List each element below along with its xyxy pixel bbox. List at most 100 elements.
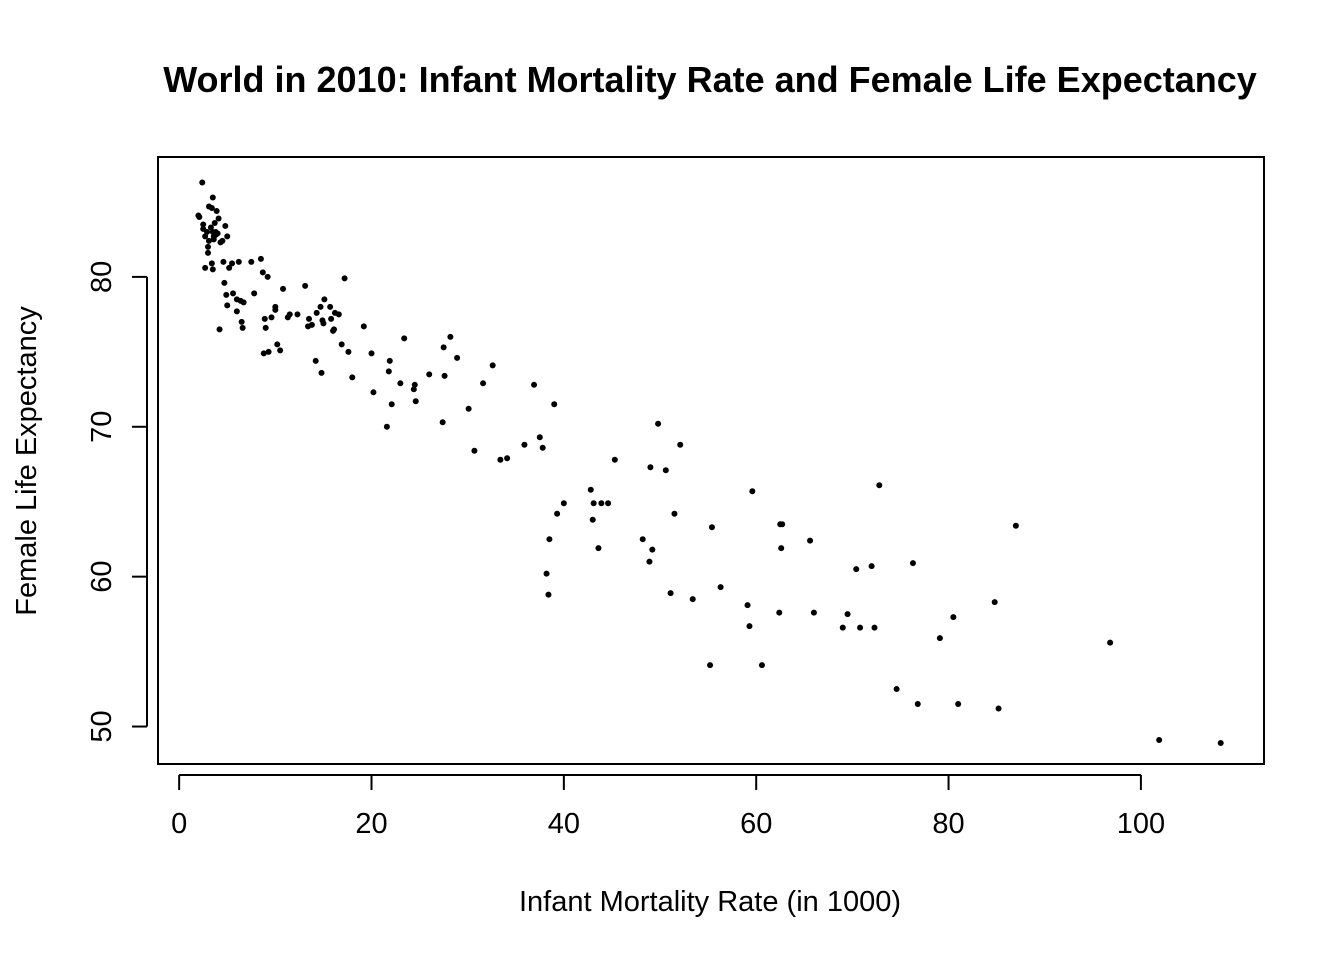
data-point [857, 624, 864, 631]
data-point [335, 311, 342, 318]
data-point [441, 372, 448, 379]
data-point [758, 662, 765, 669]
data-point [229, 260, 236, 267]
data-point [233, 308, 240, 315]
x-tick-label: 0 [171, 808, 187, 840]
data-point [936, 635, 943, 642]
data-point [208, 204, 215, 211]
data-point [360, 323, 367, 330]
y-tick-label: 80 [86, 261, 118, 293]
data-point [338, 341, 345, 348]
data-point [199, 179, 206, 186]
data-point [839, 624, 846, 631]
data-point [440, 344, 447, 351]
data-point [235, 258, 242, 265]
data-point [746, 623, 753, 630]
data-point [531, 381, 538, 388]
data-point [302, 282, 309, 289]
y-axis-label: Female Life Expectancy [11, 306, 43, 616]
data-point [205, 249, 212, 256]
data-point [465, 405, 472, 412]
data-point [995, 705, 1002, 712]
data-point [196, 213, 203, 220]
data-point [286, 311, 293, 318]
data-point [689, 596, 696, 603]
data-point [368, 350, 375, 357]
data-point [504, 455, 511, 462]
data-point [327, 303, 334, 310]
data-point [320, 320, 327, 327]
data-point [810, 609, 817, 616]
data-point [853, 566, 860, 573]
data-point [224, 302, 231, 309]
data-point [331, 326, 337, 333]
data-point [598, 500, 605, 507]
data-point [272, 306, 279, 313]
data-point [318, 369, 325, 376]
data-point [321, 296, 328, 303]
x-tick-label: 20 [355, 808, 387, 840]
data-point [914, 701, 921, 708]
data-point [215, 215, 222, 222]
data-point [536, 434, 543, 441]
data-point [551, 401, 558, 408]
data-point [411, 381, 418, 388]
data-point [205, 237, 212, 244]
data-point [222, 222, 229, 229]
data-point [214, 230, 221, 237]
data-point [397, 380, 404, 387]
data-point [219, 237, 226, 244]
x-tick-label: 80 [932, 808, 964, 840]
data-point [587, 486, 594, 493]
data-point [305, 315, 312, 322]
x-tick-label: 100 [1117, 808, 1165, 840]
data-point [259, 269, 266, 276]
data-point [471, 447, 478, 454]
y-tick-label: 60 [86, 561, 118, 593]
data-point [546, 536, 553, 543]
data-point [545, 591, 552, 598]
data-point [667, 590, 674, 597]
data-point [807, 537, 814, 544]
data-point [662, 467, 669, 474]
data-point [595, 545, 602, 552]
data-point [230, 290, 237, 297]
data-point [1012, 522, 1019, 529]
data-point [590, 500, 597, 507]
data-point [207, 224, 214, 231]
data-point [611, 456, 618, 463]
data-point [221, 279, 228, 286]
data-point [589, 516, 596, 523]
data-point [294, 311, 301, 318]
data-point [410, 386, 417, 393]
data-point [386, 357, 393, 364]
data-points [195, 179, 1224, 747]
data-point [265, 348, 272, 355]
data-point [202, 233, 209, 240]
data-point [260, 350, 267, 357]
data-point [312, 357, 319, 364]
data-point [211, 219, 218, 226]
data-point [521, 441, 528, 448]
data-point [226, 264, 233, 271]
data-point [639, 536, 646, 543]
data-point [209, 194, 216, 201]
data-point [868, 563, 875, 570]
y-axis: 50 60 70 80 [86, 261, 148, 743]
data-point [277, 347, 284, 354]
data-point [677, 441, 684, 448]
data-point [317, 303, 324, 310]
data-point [224, 233, 231, 240]
data-point [223, 291, 230, 298]
x-axis: 0 20 40 60 80 100 [171, 774, 1165, 840]
data-point [950, 614, 957, 621]
data-point [328, 315, 335, 322]
data-point [991, 599, 998, 606]
data-point [349, 374, 356, 381]
data-point [220, 258, 227, 265]
data-point [202, 264, 209, 271]
data-point [749, 488, 756, 495]
y-tick-label: 70 [86, 411, 118, 443]
data-point [204, 228, 211, 235]
